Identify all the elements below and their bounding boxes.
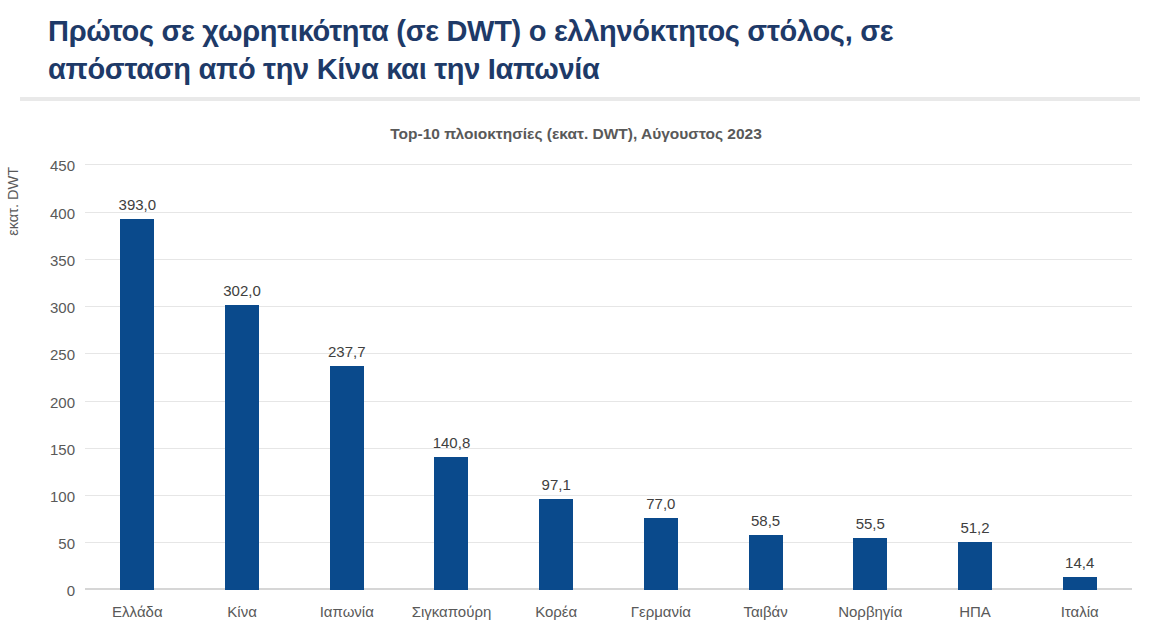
bars-container: 393,0 302,0 237,7 140,8 97,1 77,0 58,5 55,5 51,2…	[85, 165, 1132, 590]
bar-value-label: 237,7	[328, 343, 366, 361]
x-tick-label: Ελλάδα	[85, 603, 190, 620]
header: Πρώτος σε χωρητικότητα (σε DWT) ο ελληνό…	[0, 0, 1152, 88]
bar-value-label: 51,2	[960, 519, 989, 537]
chart-area: εκατ. DWT 050100150200250300350400450 39…	[0, 165, 1152, 620]
bar-value-label: 97,1	[542, 476, 571, 494]
x-tick-label: Ιταλία	[1027, 603, 1132, 620]
bar-value-label: 58,5	[751, 512, 780, 530]
bar-group: 140,8	[399, 165, 504, 590]
bar-value-label: 302,0	[223, 282, 261, 300]
plot-area: 393,0 302,0 237,7 140,8 97,1 77,0 58,5 55,5 51,2…	[85, 165, 1132, 590]
y-tick-label: 200	[50, 394, 75, 409]
bar-value-label: 14,4	[1065, 554, 1094, 572]
bar	[225, 305, 259, 590]
bar-group: 237,7	[294, 165, 399, 590]
bar-chart: Top-10 πλοιοκτησίες (εκατ. DWT), Αύγουστ…	[0, 125, 1152, 620]
page-title-line-2: απόσταση από την Κίνα και την Ιαπωνία	[48, 53, 600, 85]
x-tick-label: Ταιβάν	[713, 603, 818, 620]
y-tick-label: 350	[50, 252, 75, 267]
x-tick-label: Κίνα	[190, 603, 295, 620]
y-axis: 050100150200250300350400450	[30, 165, 85, 590]
bar	[120, 219, 154, 590]
bar-group: 97,1	[504, 165, 609, 590]
x-tick-label: ΗΠΑ	[923, 603, 1028, 620]
bar-group: 14,4	[1027, 165, 1132, 590]
bar-value-label: 77,0	[646, 495, 675, 513]
page-title-line-1: Πρώτος σε χωρητικότητα (σε DWT) ο ελληνό…	[48, 15, 893, 47]
x-tick-label: Νορβηγία	[818, 603, 923, 620]
bar	[958, 542, 992, 590]
y-tick-label: 400	[50, 205, 75, 220]
title-divider	[20, 97, 1140, 101]
y-tick-label: 150	[50, 441, 75, 456]
bar	[749, 535, 783, 590]
x-tick-label: Σιγκαπούρη	[399, 603, 504, 620]
y-tick-label: 250	[50, 347, 75, 362]
bar	[644, 518, 678, 591]
bar-value-label: 55,5	[856, 515, 885, 533]
bar-group: 393,0	[85, 165, 190, 590]
bar	[330, 366, 364, 590]
x-tick-label: Γερμανία	[609, 603, 714, 620]
chart-title: Top-10 πλοιοκτησίες (εκατ. DWT), Αύγουστ…	[0, 125, 1152, 143]
x-axis: ΕλλάδαΚίναΙαπωνίαΣιγκαπούρηΚορέαΓερμανία…	[85, 603, 1132, 620]
bar	[853, 538, 887, 590]
bar	[434, 457, 468, 590]
page: Πρώτος σε χωρητικότητα (σε DWT) ο ελληνό…	[0, 0, 1152, 640]
bar-group: 77,0	[609, 165, 714, 590]
page-title: Πρώτος σε χωρητικότητα (σε DWT) ο ελληνό…	[48, 13, 1140, 88]
bar-group: 302,0	[190, 165, 295, 590]
bar-value-label: 393,0	[119, 196, 157, 214]
x-tick-label: Ιαπωνία	[294, 603, 399, 620]
bar	[539, 499, 573, 591]
bar-group: 58,5	[713, 165, 818, 590]
y-axis-title: εκατ. DWT	[5, 167, 25, 236]
y-tick-label: 450	[50, 158, 75, 173]
bar-group: 51,2	[923, 165, 1028, 590]
x-tick-label: Κορέα	[504, 603, 609, 620]
bar-group: 55,5	[818, 165, 923, 590]
y-tick-label: 50	[58, 536, 75, 551]
y-tick-label: 0	[67, 583, 75, 598]
y-tick-label: 100	[50, 488, 75, 503]
y-tick-label: 300	[50, 300, 75, 315]
bar-value-label: 140,8	[433, 434, 471, 452]
bar	[1063, 577, 1097, 591]
